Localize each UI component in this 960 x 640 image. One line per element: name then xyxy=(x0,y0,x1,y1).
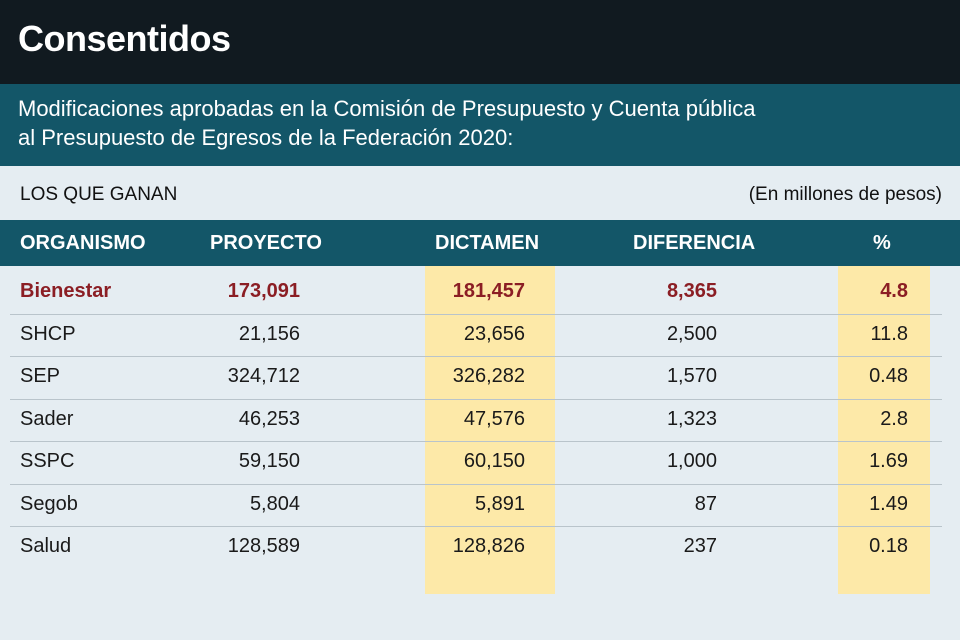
cell-dictamen: 23,656 xyxy=(463,322,525,345)
cell-proyecto: 324,712 xyxy=(227,365,300,387)
subtitle: Modificaciones aprobadas en la Comisión … xyxy=(18,94,938,152)
cell-dictamen: 128,826 xyxy=(452,535,525,557)
table-row: SSPC 59,150 60,150 1,000 1.69 xyxy=(0,442,960,484)
cell-percent: 1.49 xyxy=(869,492,908,515)
cell-proyecto: 46,253 xyxy=(238,407,300,430)
cell-organismo: SSPC xyxy=(20,450,75,472)
column-header-diferencia: DIFERENCIA xyxy=(633,232,756,254)
cell-percent: 1.69 xyxy=(869,450,908,472)
cell-organismo: Salud xyxy=(20,535,72,557)
subtitle-line-2: al Presupuesto de Egresos de la Federaci… xyxy=(18,125,514,150)
units-note: (En millones de pesos) xyxy=(748,184,942,205)
cell-diferencia: 1,570 xyxy=(666,365,717,387)
cell-diferencia: 1,323 xyxy=(666,407,717,430)
row-divider xyxy=(10,483,942,485)
cell-percent: 0.18 xyxy=(869,535,908,557)
row-divider xyxy=(10,398,942,400)
cell-organismo: SEP xyxy=(20,365,61,387)
table-row: Bienestar 173,091 181,457 8,365 4.8 xyxy=(0,272,960,314)
cell-proyecto: 21,156 xyxy=(238,322,300,345)
row-divider xyxy=(10,313,942,315)
cell-percent: 4.8 xyxy=(880,280,908,302)
page-title: Consentidos xyxy=(18,18,231,59)
cell-diferencia: 1,000 xyxy=(666,450,717,472)
column-header-proyecto: PROYECTO xyxy=(210,232,322,254)
section-label: LOS QUE GANAN xyxy=(20,184,178,205)
cell-proyecto: 5,804 xyxy=(249,492,300,515)
table-header xyxy=(0,220,960,266)
cell-percent: 0.48 xyxy=(869,365,908,387)
cell-dictamen: 181,457 xyxy=(452,280,525,302)
cell-dictamen: 326,282 xyxy=(452,365,525,387)
table-row: Segob 5,804 5,891 87 1.49 xyxy=(0,485,960,527)
table-row: Sader 46,253 47,576 1,323 2.8 xyxy=(0,400,960,442)
cell-organismo: Sader xyxy=(20,407,74,430)
cell-diferencia: 87 xyxy=(694,492,717,515)
row-divider xyxy=(10,526,942,527)
row-divider xyxy=(10,356,942,357)
cell-organismo: Segob xyxy=(20,492,78,515)
cell-proyecto: 128,589 xyxy=(227,535,300,557)
percent-column-highlight xyxy=(838,266,930,594)
subtitle-bar: Modificaciones aprobadas en la Comisión … xyxy=(0,84,960,166)
dictamen-column-highlight xyxy=(425,266,555,594)
subtitle-line-1: Modificaciones aprobadas en la Comisión … xyxy=(18,96,756,121)
cell-proyecto: 173,091 xyxy=(227,280,300,302)
cell-organismo: Bienestar xyxy=(20,280,112,302)
cell-dictamen: 47,576 xyxy=(463,407,525,430)
column-header-dictamen: DICTAMEN xyxy=(435,232,540,254)
cell-percent: 11.8 xyxy=(870,322,908,345)
column-header-organismo: ORGANISMO xyxy=(20,232,146,254)
cell-proyecto: 59,150 xyxy=(238,450,300,472)
cell-percent: 2.8 xyxy=(880,407,908,430)
cell-diferencia: 2,500 xyxy=(666,322,717,345)
cell-diferencia: 237 xyxy=(683,535,717,557)
cell-dictamen: 5,891 xyxy=(474,492,525,515)
row-divider xyxy=(10,441,942,442)
table-row: Salud 128,589 128,826 237 0.18 xyxy=(0,527,960,569)
cell-organismo: SHCP xyxy=(20,322,76,345)
table-row: SHCP 21,156 23,656 2,500 11.8 xyxy=(0,315,960,357)
title-bar: Consentidos xyxy=(0,0,960,84)
table-row: SEP 324,712 326,282 1,570 0.48 xyxy=(0,357,960,399)
column-header-percent: % xyxy=(873,232,891,254)
cell-dictamen: 60,150 xyxy=(463,450,525,472)
cell-diferencia: 8,365 xyxy=(666,280,717,302)
